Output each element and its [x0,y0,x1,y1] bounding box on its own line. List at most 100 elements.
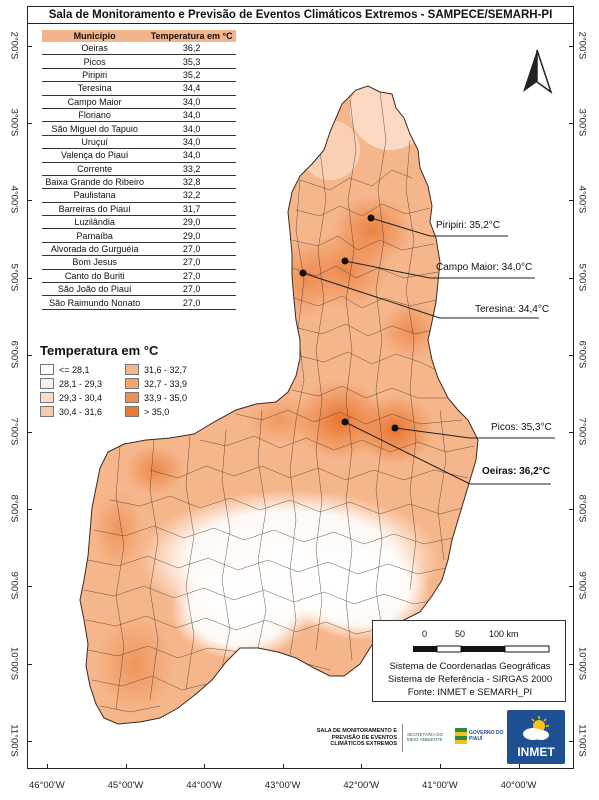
municipio-cell: São Miguel do Tapuio [42,121,148,136]
temperature-cell: 34,4 [147,81,236,96]
legend-swatch [40,392,54,403]
table-row: Floriano 34,0 [42,108,236,123]
table-row: São Raimundo Nonato 27,0 [42,295,236,310]
temperature-cell: 27,0 [147,255,236,270]
legend-swatch [125,364,139,375]
latitude-label: 10°00'S [576,646,588,680]
latitude-label: 8°00'S [576,494,588,523]
temperature-cell: 34,0 [147,148,236,163]
temperature-cell: 35,2 [147,68,236,83]
municipio-cell: Teresina [42,81,148,96]
callout-picos: Picos: 35,3°C [491,422,552,433]
municipio-cell: Alvorada do Gurguéia [42,242,148,257]
north-arrow-icon [523,49,553,94]
inmet-label: INMET [517,745,555,759]
legend-label: > 35,0 [144,406,170,417]
temperature-cell: 31,7 [147,202,236,217]
latitude-label: 4°00'S [576,185,588,214]
municipio-cell: São Raimundo Nonato [42,295,148,310]
legend-item: 31,6 - 32,7 [125,364,187,375]
legend-swatch [40,406,54,417]
table-row: São João do Piauí 27,0 [42,282,236,297]
table-row: Teresina 34,4 [42,81,236,96]
temperature-cell: 34,0 [147,121,236,136]
temperature-cell: 27,0 [147,282,236,297]
info-source: Fonte: INMET e SEMARH_PI [407,687,533,698]
footer-logos: SALA DE MONITORAMENTO E PREVISÃO DE EVEN… [305,718,505,758]
municipio-cell: Parnaíba [42,228,148,243]
latitude-label: 8°00'S [8,494,20,523]
municipio-cell: São João do Piauí [42,282,148,297]
temperature-cell: 27,0 [147,242,236,257]
municipio-cell: Picos [42,54,148,69]
latitude-label: 9°00'S [576,571,588,600]
scale-label-0: 0 [422,629,428,639]
temperature-cell: 34,0 [147,108,236,123]
map-frame [27,6,574,769]
temperature-cell: 27,0 [147,295,236,310]
legend-label: 32,7 - 33,9 [144,378,188,389]
municipio-cell: Valença do Piauí [42,148,148,163]
semarh-logo: SECRETARIA DO MEIO AMBIENTE [407,732,444,742]
legend-label: 28,1 - 29,3 [59,378,103,389]
latitude-label: 4°00'S [8,185,20,214]
municipio-cell: Barreiras do Piauí [42,202,148,217]
legend-item: 28,1 - 29,3 [40,378,102,389]
municipio-cell: Floriano [42,108,148,123]
table-row: Canto do Buriti 27,0 [42,269,236,284]
municipio-cell: Oeiras [42,42,148,56]
municipio-cell: Uruçuí [42,135,148,150]
inmet-logo: INMET [507,710,565,764]
temperature-cell: 29,0 [147,215,236,230]
sampece-logo: SALA DE MONITORAMENTO E PREVISÃO DE EVEN… [316,728,397,747]
table-row: Barreiras do Piauí 31,7 [42,202,236,217]
longitude-label: 40°00'W [500,780,537,791]
scale-label-100: 100 km [489,629,519,639]
info-reference-system: Sistema de Referência - SIRGAS 2000 [387,674,553,685]
legend-swatch [40,364,54,375]
latitude-label: 7°00'S [8,417,20,446]
scale-bar [413,645,550,653]
legend-title: Temperatura em °C [40,343,159,358]
piaui-flag-icon [455,728,467,744]
legend-item: 33,9 - 35,0 [125,392,187,403]
legend-item: 29,3 - 30,4 [40,392,102,403]
callout-piripiri: Piripiri: 35,2°C [436,220,501,231]
table-row: Oeiras 36,2 [42,42,236,56]
latitude-label: 6°00'S [8,340,20,369]
legend-label: 30,4 - 31,6 [59,406,103,417]
map-info-box: 0 50 100 km Sistema de Coordenadas Geogr… [372,620,566,702]
municipio-cell: Baixa Grande do Ribeiro [42,175,148,190]
legend-label: <= 28,1 [59,364,90,375]
municipio-cell: Luzilândia [42,215,148,230]
temperature-cell: 29,0 [147,228,236,243]
sun-cloud-icon [523,716,549,740]
latitude-label: 11°00'S [576,724,588,757]
temperature-cell: 33,2 [147,162,236,176]
table-row: São Miguel do Tapuio 34,0 [42,121,236,136]
legend-swatch [125,406,139,417]
column-header-municipio: Município [42,30,148,42]
municipio-cell: Paulistana [42,188,148,203]
latitude-label: 6°00'S [576,340,588,369]
scale-label-50: 50 [455,629,466,639]
legend-swatch [125,378,139,389]
column-header-temperatura: Temperatura em °C [147,30,236,42]
callout-oeiras: Oeiras: 36,2°C [482,466,550,477]
legend-item: > 35,0 [125,406,169,417]
legend-item: <= 28,1 [40,364,90,375]
legend-swatch [40,378,54,389]
latitude-label: 3°00'S [576,108,588,137]
temperature-cell: 34,0 [147,135,236,150]
temperature-cell: 35,3 [147,54,236,69]
map-title: Sala de Monitoramento e Previsão de Even… [27,6,574,24]
legend-label: 33,9 - 35,0 [144,392,188,403]
longitude-label: 46°00'W [29,780,65,791]
callout-campo-maior: Campo Maior: 34,0°C [436,262,533,273]
longitude-label: 45°00'W [107,780,144,791]
latitude-label: 10°00'S [8,646,20,680]
table-row: Bom Jesus 27,0 [42,255,236,270]
latitude-label: 3°00'S [8,108,20,137]
municipio-cell: Canto do Buriti [42,269,148,284]
piaui-government-logo: GOVERNO DO PIAUÍ [469,730,504,742]
